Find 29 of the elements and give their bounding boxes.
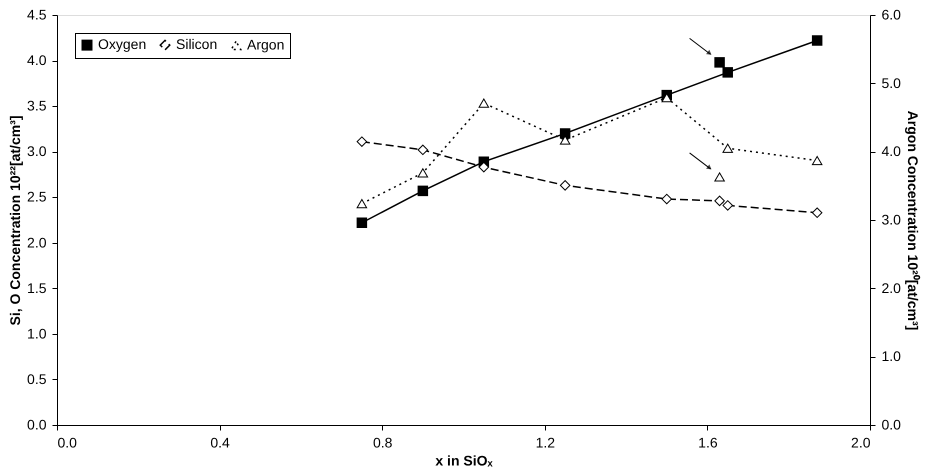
x-tick-label: 0.8 [372,434,393,450]
y2-tick-label: 4.0 [882,143,902,160]
y2-axis-title: Argon Concentration 10²⁰[at/cm³] [904,110,921,330]
y-tick-label: 0.0 [27,416,47,432]
y2-tick-label: 6.0 [882,6,902,22]
y-tick-label: 1.5 [27,280,47,296]
x-tick-label: 1.6 [698,434,718,450]
y-tick-label: 2.5 [27,188,47,205]
y-tick-label: 4.5 [27,6,47,22]
y-tick-label: 0.5 [27,370,47,387]
x-tick-label: 1.2 [536,434,556,450]
legend-label: Silicon [176,36,218,52]
y2-tick-label: 1.0 [882,348,902,364]
y2-tick-label: 0.0 [882,416,902,432]
y-tick-label: 3.5 [27,98,47,114]
y-tick-label: 4.0 [27,52,47,68]
y-tick-label: 2.0 [27,234,47,250]
legend-label: Argon [247,36,284,52]
y2-tick-label: 2.0 [882,280,902,296]
legend-label: Oxygen [98,36,146,52]
y-tick-label: 1.0 [27,325,47,342]
x-tick-label: 0.0 [58,434,78,450]
x-tick-label: 0.4 [210,434,230,450]
y-axis-title: Si, O Concentration 10²²[at/cm³] [7,115,24,326]
x-axis-title: x in SiOₓ [435,452,494,468]
y-tick-label: 3.0 [27,143,47,160]
y2-tick-label: 5.0 [882,74,902,91]
y2-tick-label: 3.0 [882,212,902,228]
x-tick-label: 2.0 [851,434,871,450]
